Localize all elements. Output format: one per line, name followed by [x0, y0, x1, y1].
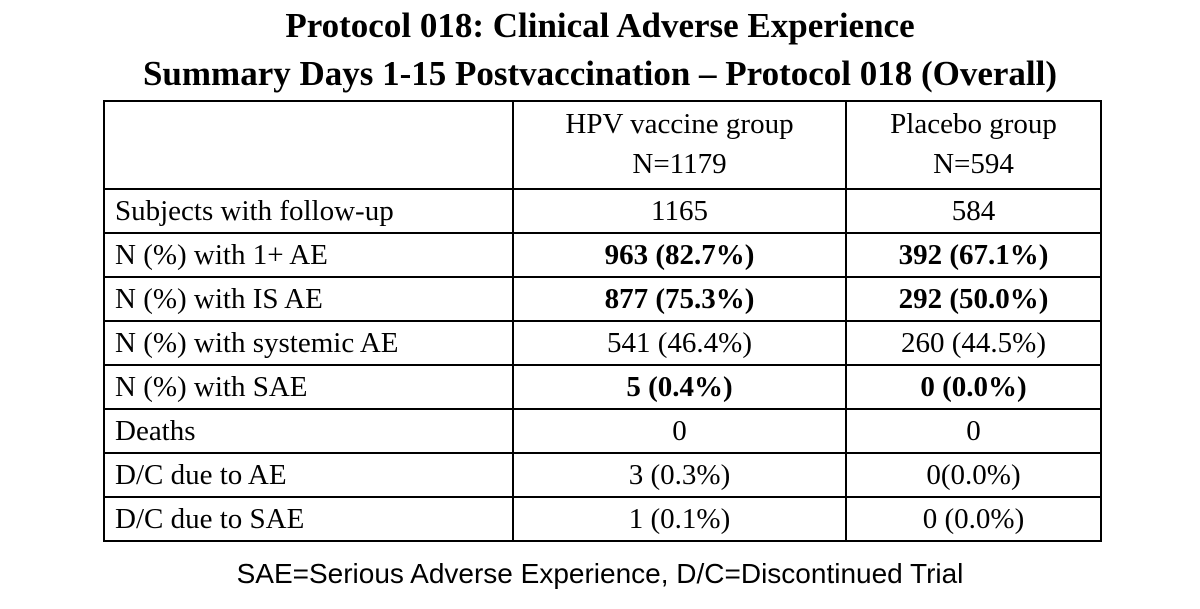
- header-row: HPV vaccine group N=1179 Placebo group N=59…: [103, 100, 1102, 190]
- title-line: Protocol 018: Clinical Adverse Experienc…: [285, 6, 915, 45]
- value-cell: 0: [845, 408, 1102, 454]
- value-cell: 877 (75.3%): [512, 276, 847, 322]
- row-label: N (%) with systemic AE: [103, 320, 514, 366]
- row-label: D/C due to AE: [103, 452, 514, 498]
- row-label: Deaths: [103, 408, 514, 454]
- table-row: N (%) with 1+ AE 963 (82.7%) 392 (67.1%): [103, 232, 1102, 278]
- value-cell: 0 (0.0%): [845, 496, 1102, 542]
- value-cell: 5 (0.4%): [512, 364, 847, 410]
- column-header: Placebo group N=594: [845, 100, 1102, 190]
- row-label: Subjects with follow-up: [103, 188, 514, 234]
- value-cell: 292 (50.0%): [845, 276, 1102, 322]
- ae-table: HPV vaccine group N=1179 Placebo group N=59…: [103, 100, 1102, 542]
- value-cell: 963 (82.7%): [512, 232, 847, 278]
- table-row: D/C due to AE 3 (0.3%) 0(0.0%): [103, 452, 1102, 498]
- column-header-line: N=1179: [632, 148, 727, 180]
- column-header-line: Placebo group: [890, 108, 1057, 140]
- value-cell: 3 (0.3%): [512, 452, 847, 498]
- row-label: N (%) with IS AE: [103, 276, 514, 322]
- table-row: N (%) with SAE 5 (0.4%) 0 (0.0%): [103, 364, 1102, 410]
- row-label: N (%) with SAE: [103, 364, 514, 410]
- table-row: Subjects with follow-up 1165 584: [103, 188, 1102, 234]
- title-line: Summary Days 1-15 Postvaccination – Prot…: [142, 54, 1058, 93]
- column-header-line: N=594: [933, 148, 1014, 180]
- corner-cell: [103, 100, 514, 190]
- table-row: N (%) with systemic AE 541 (46.4%) 260 (44…: [103, 320, 1102, 366]
- footnote: SAE=Serious Adverse Experience, D/C=Disc…: [236, 558, 964, 589]
- column-header: HPV vaccine group N=1179: [512, 100, 847, 190]
- table-row: N (%) with IS AE 877 (75.3%) 292 (50.0%): [103, 276, 1102, 322]
- row-label: N (%) with 1+ AE: [103, 232, 514, 278]
- table-row: Deaths 0 0: [103, 408, 1102, 454]
- row-label: D/C due to SAE: [103, 496, 514, 542]
- value-cell: 1165: [512, 188, 847, 234]
- value-cell: 0: [512, 408, 847, 454]
- value-cell: 260 (44.5%): [845, 320, 1102, 366]
- value-cell: 0(0.0%): [845, 452, 1102, 498]
- title: Protocol 018: Clinical Adverse Experienc…: [0, 2, 1200, 98]
- column-header-line: HPV vaccine group: [565, 108, 794, 140]
- value-cell: 541 (46.4%): [512, 320, 847, 366]
- value-cell: 0 (0.0%): [845, 364, 1102, 410]
- value-cell: 392 (67.1%): [845, 232, 1102, 278]
- table-row: D/C due to SAE 1 (0.1%) 0 (0.0%): [103, 496, 1102, 542]
- value-cell: 584: [845, 188, 1102, 234]
- value-cell: 1 (0.1%): [512, 496, 847, 542]
